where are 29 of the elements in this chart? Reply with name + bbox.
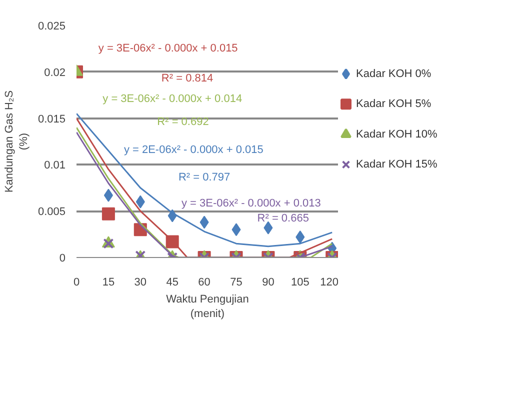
y-tick-label: 0.01	[44, 160, 66, 172]
y-tick-label: 0.02	[44, 66, 66, 79]
legend-label: Kadar KOH 0%	[356, 68, 432, 80]
annotation: y = 3E-06x² - 0.000x + 0.014	[102, 92, 242, 105]
y-axis-title: Kandungan Gas H₂S (%)	[4, 90, 30, 193]
annotation: R² = 0.814	[161, 72, 214, 84]
x-tick-label: 45	[166, 276, 178, 288]
x-tick-label: 60	[198, 276, 210, 288]
annotation: R² = 0.692	[157, 116, 209, 128]
x-tick-label: 105	[290, 276, 310, 288]
y-tick-label: 0.025	[38, 20, 66, 32]
x-axis-title: Waktu Pengujian (menit)	[166, 294, 249, 320]
x-tick-label: 30	[134, 276, 147, 288]
y-tick-label: 0.015	[38, 113, 66, 126]
annotation: R² = 0.797	[178, 172, 230, 184]
x-tick-label: 15	[102, 276, 115, 288]
annotation: y = 3E-06x² - 0.000x + 0.015	[98, 42, 238, 55]
y-tick-label: 0	[59, 252, 66, 264]
y-tick-label: 0.005	[38, 206, 66, 218]
x-tick-label: 120	[320, 276, 339, 288]
x-tick-label: 0	[73, 276, 80, 288]
legend-label: Kadar KOH 5%	[356, 98, 432, 110]
annotation: y = 3E-06x² - 0.000x + 0.013	[181, 198, 321, 210]
x-tick-label: 90	[262, 276, 274, 288]
annotation: R² = 0.665	[257, 212, 309, 225]
annotation: y = 2E-06x² - 0.000x + 0.015	[124, 144, 264, 156]
legend-label: Kadar KOH 15%	[356, 158, 438, 171]
x-tick-label: 75	[230, 276, 242, 288]
legend-label: Kadar KOH 10%	[356, 128, 438, 140]
